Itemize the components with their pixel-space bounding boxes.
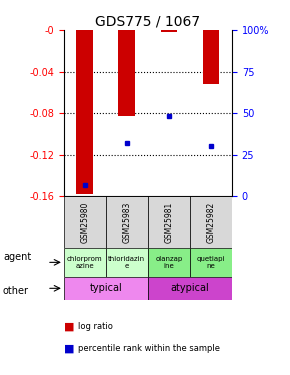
- Text: ■: ■: [64, 321, 74, 331]
- Text: quetiapi
ne: quetiapi ne: [197, 256, 225, 269]
- Bar: [64, 277, 148, 300]
- Bar: [64, 196, 106, 248]
- Text: GSM25980: GSM25980: [80, 201, 89, 243]
- Bar: [106, 196, 148, 248]
- Bar: [118, 30, 135, 116]
- Text: log ratio: log ratio: [78, 322, 113, 331]
- Bar: [190, 196, 232, 248]
- Bar: [202, 30, 219, 84]
- Bar: [76, 30, 93, 194]
- Bar: [64, 248, 106, 277]
- Text: GSM25981: GSM25981: [164, 201, 173, 243]
- Text: typical: typical: [90, 284, 122, 293]
- Text: atypical: atypical: [171, 284, 209, 293]
- Text: GSM25983: GSM25983: [122, 201, 131, 243]
- Text: olanzap
ine: olanzap ine: [155, 256, 182, 269]
- Text: ■: ■: [64, 344, 74, 354]
- Bar: [148, 277, 232, 300]
- Text: other: other: [3, 286, 29, 296]
- Title: GDS775 / 1067: GDS775 / 1067: [95, 15, 200, 29]
- Bar: [190, 248, 232, 277]
- Bar: [148, 196, 190, 248]
- Text: percentile rank within the sample: percentile rank within the sample: [78, 344, 220, 353]
- Bar: [106, 248, 148, 277]
- Text: GSM25982: GSM25982: [206, 201, 215, 243]
- Text: thioridazin
e: thioridazin e: [108, 256, 146, 269]
- Bar: [148, 248, 190, 277]
- Text: chlorprom
azine: chlorprom azine: [67, 256, 103, 269]
- Bar: [161, 30, 177, 32]
- Text: agent: agent: [3, 252, 31, 262]
